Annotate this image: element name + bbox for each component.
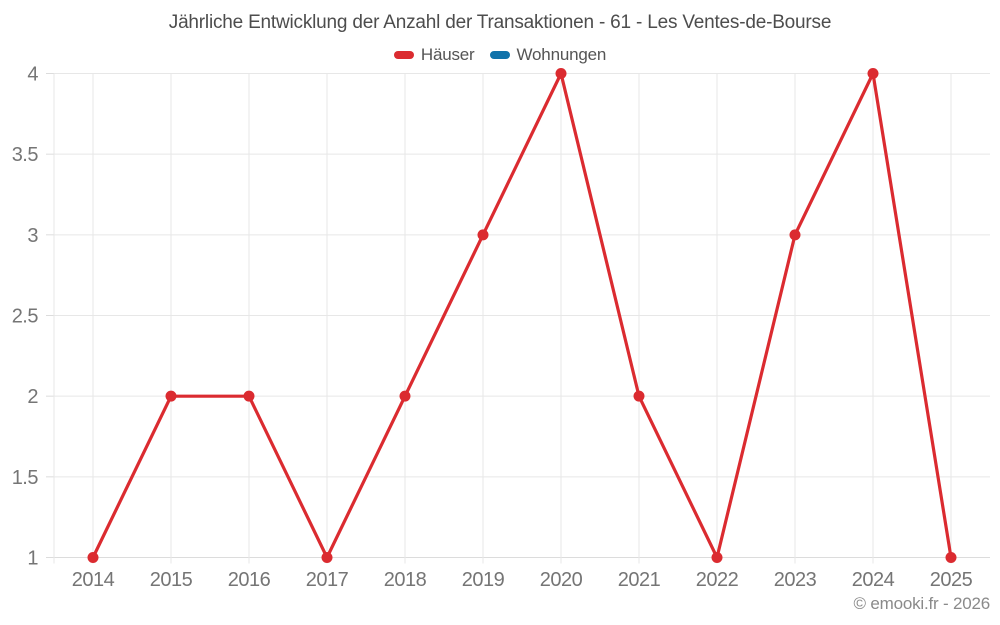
data-point-2021[interactable] [633, 390, 645, 402]
data-point-2019[interactable] [477, 229, 489, 241]
x-tick-label-2024: 2024 [852, 569, 895, 591]
x-tick-label-2025: 2025 [930, 569, 973, 591]
x-tick-label-2019: 2019 [462, 569, 505, 591]
x-tick-label-2016: 2016 [228, 569, 271, 591]
data-point-2017[interactable] [321, 552, 333, 563]
y-tick-label-2: 2 [27, 386, 38, 408]
legend: Häuser Wohnungen [0, 45, 1000, 65]
legend-label-wohnungen: Wohnungen [516, 45, 607, 64]
data-point-2020[interactable] [555, 68, 567, 79]
legend-swatch-haeuser-icon [393, 51, 414, 59]
y-tick-label-1.5: 1.5 [12, 467, 39, 489]
x-tick-label-2017: 2017 [306, 569, 349, 591]
legend-item-wohnungen[interactable]: Wohnungen [489, 45, 607, 65]
data-point-2015[interactable] [165, 390, 177, 402]
y-tick-label-4: 4 [27, 64, 38, 86]
y-tick-label-1: 1 [27, 548, 38, 570]
data-point-2024[interactable] [867, 68, 879, 79]
x-tick-label-2015: 2015 [150, 569, 193, 591]
data-point-2018[interactable] [399, 390, 411, 402]
x-tick-label-2014: 2014 [72, 569, 115, 591]
y-tick-label-3.5: 3.5 [12, 144, 39, 166]
x-tick-label-2018: 2018 [384, 569, 427, 591]
data-point-2014[interactable] [87, 552, 99, 563]
legend-swatch-wohnungen-icon [489, 51, 510, 59]
x-tick-label-2022: 2022 [696, 569, 739, 591]
data-point-2016[interactable] [243, 390, 255, 402]
y-tick-label-3: 3 [27, 225, 38, 247]
series-line-0[interactable] [91, 71, 953, 560]
x-tick-label-2021: 2021 [618, 569, 661, 591]
x-tick-label-2023: 2023 [774, 569, 817, 591]
y-tick-label-2.5: 2.5 [12, 306, 39, 328]
chart-title: Jährliche Entwicklung der Anzahl der Tra… [168, 12, 832, 33]
legend-item-haeuser[interactable]: Häuser [393, 45, 475, 65]
data-point-2025[interactable] [945, 552, 957, 563]
data-point-2022[interactable] [711, 552, 723, 563]
copyright: © emooki.fr - 2026 [853, 594, 991, 613]
data-point-2023[interactable] [789, 229, 801, 241]
x-tick-label-2020: 2020 [540, 569, 583, 591]
legend-label-haeuser: Häuser [420, 45, 475, 64]
